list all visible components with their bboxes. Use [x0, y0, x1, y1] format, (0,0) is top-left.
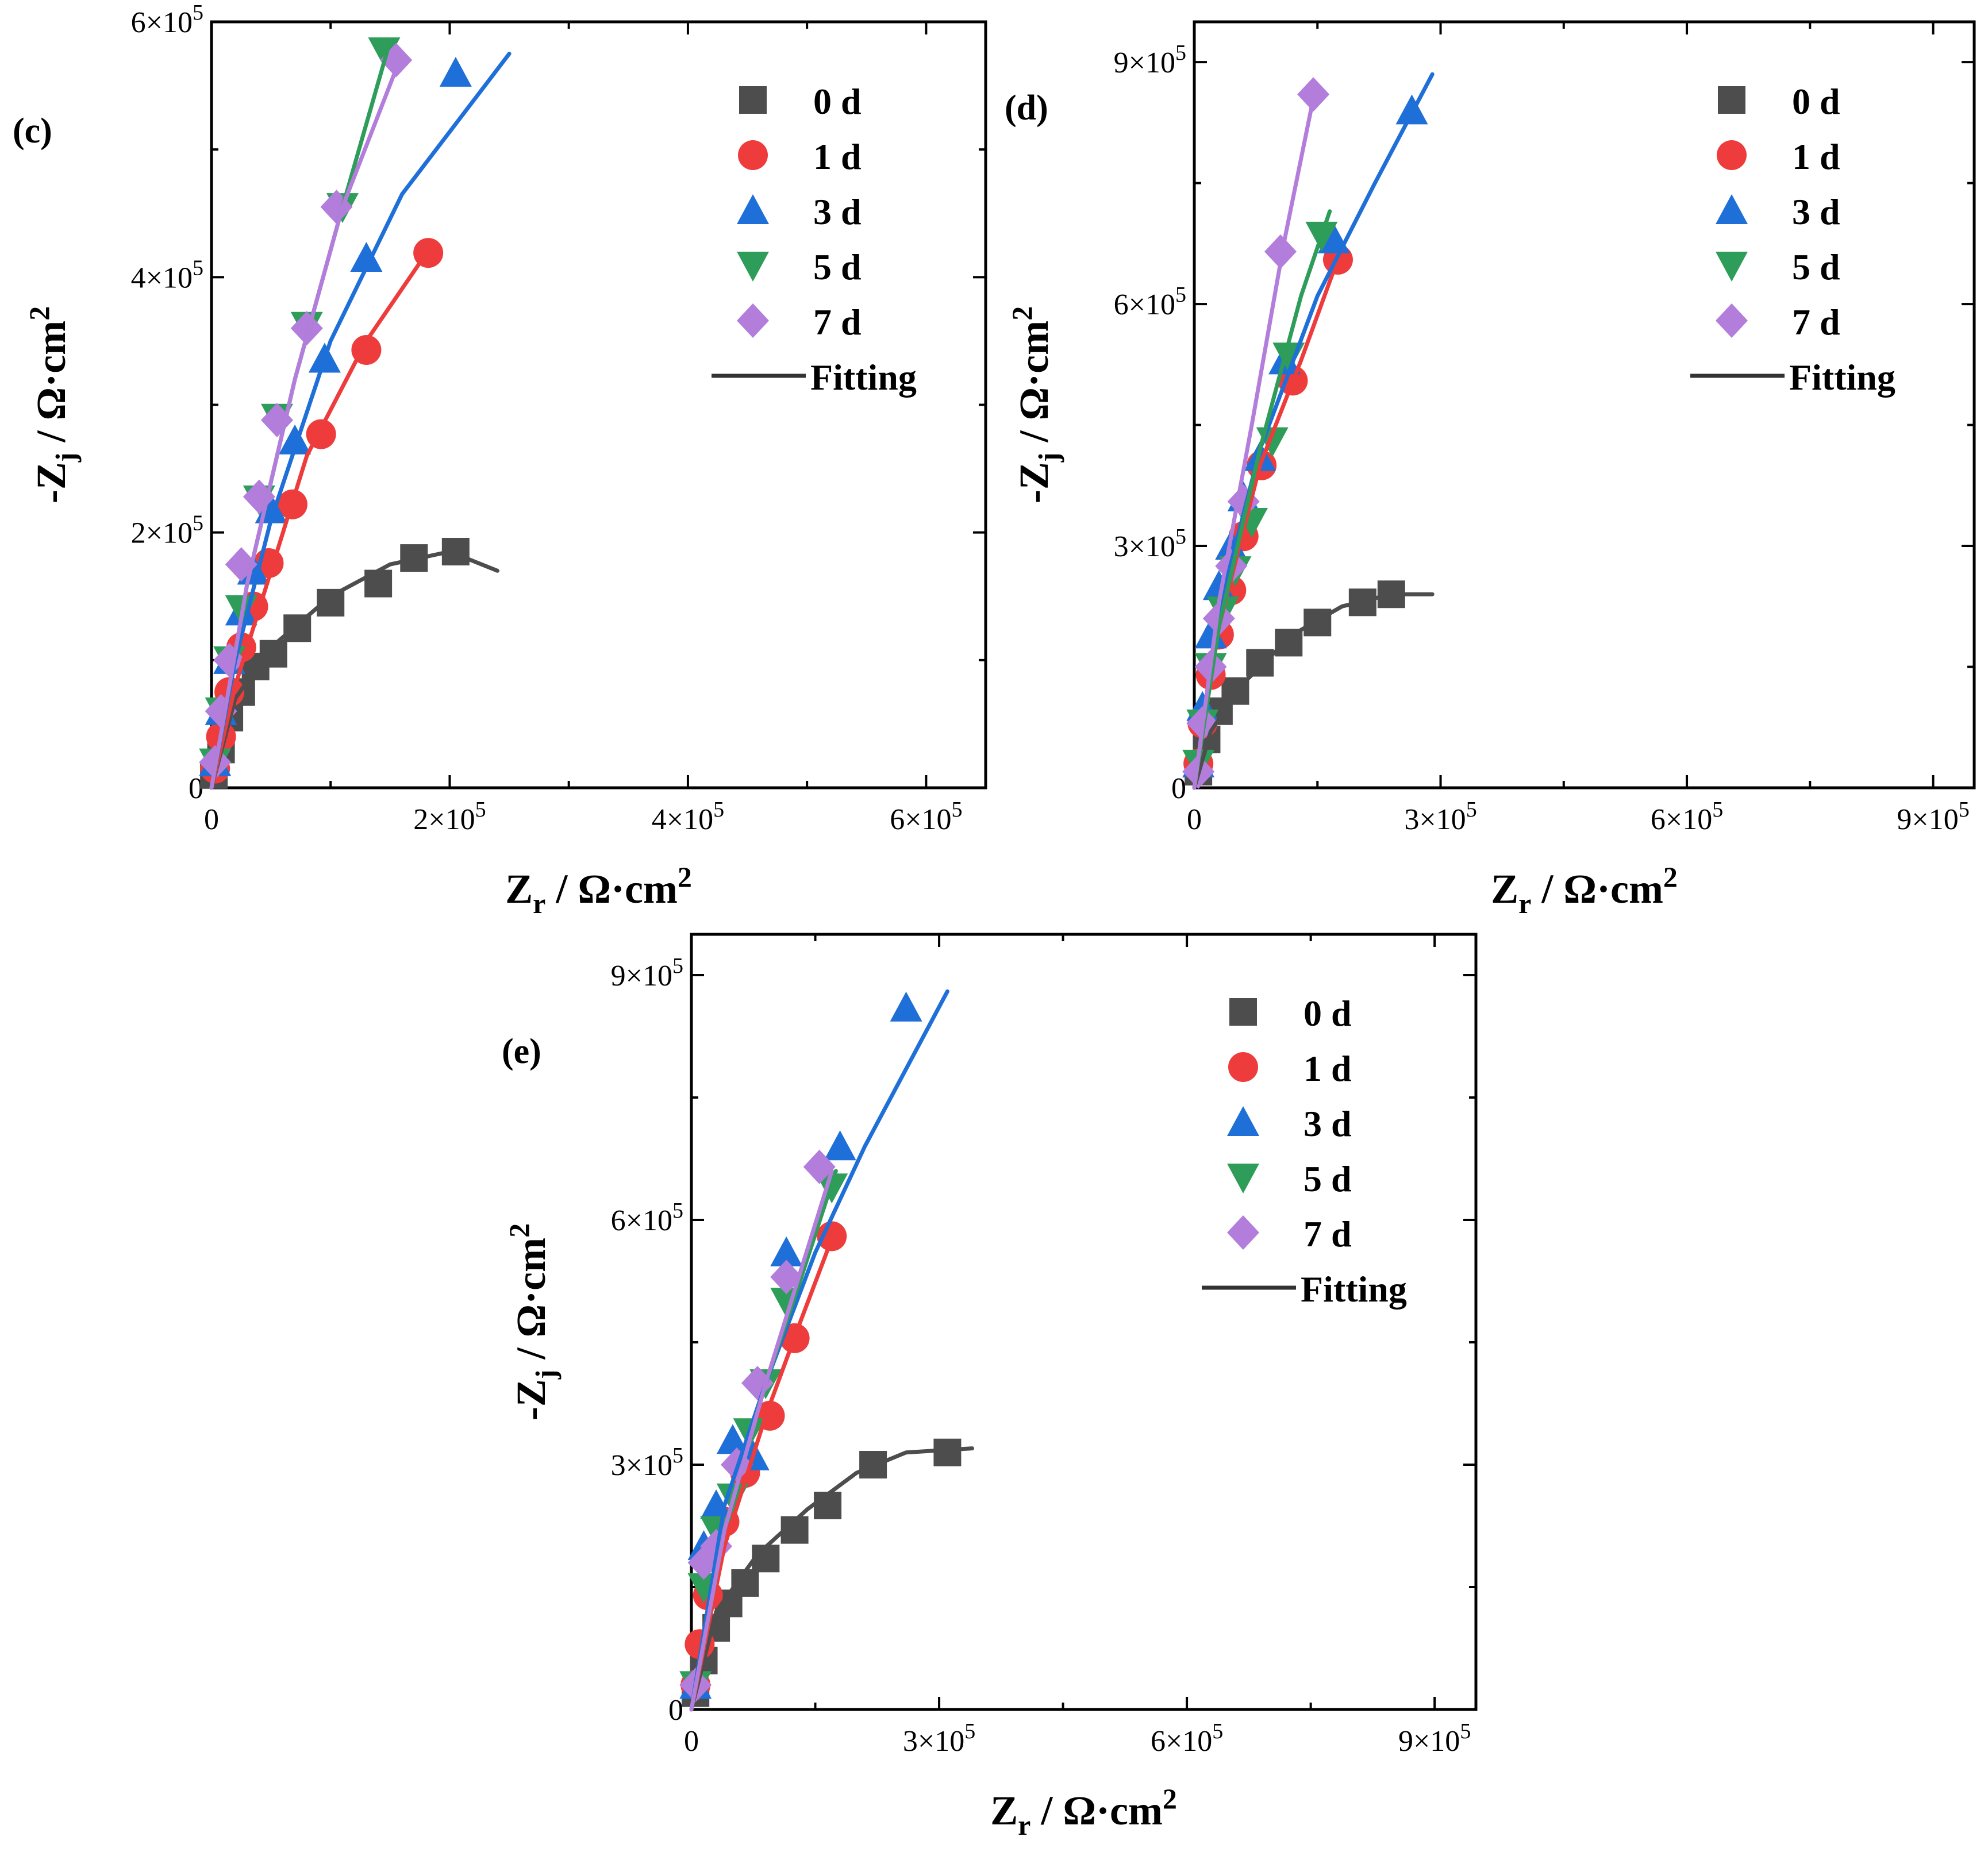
legend-marker — [1227, 1215, 1259, 1250]
data-point — [716, 1424, 749, 1454]
x-tick-label: 9×105 — [1897, 798, 1969, 836]
legend-label: 5 d — [813, 247, 862, 287]
legend-label: Fitting — [1301, 1269, 1407, 1310]
data-point — [1297, 77, 1330, 112]
legend-label: 1 d — [1792, 136, 1840, 177]
fit-line — [209, 52, 405, 790]
legend-marker — [1718, 86, 1745, 114]
data-point — [350, 242, 383, 272]
legend: 0 d 1 d 3 d 5 d 7 d Fitting — [712, 81, 917, 398]
y-tick-label: 6×105 — [131, 1, 203, 39]
y-axis-title: -Zj / Ω·cm2 — [503, 1223, 562, 1420]
legend-marker — [738, 140, 768, 170]
data-point — [290, 311, 323, 346]
legend-label: 7 d — [1303, 1214, 1352, 1254]
data-point — [803, 1149, 836, 1184]
fit-line — [689, 989, 949, 1712]
legend-label: 0 d — [813, 81, 862, 122]
y-tick-label: 9×105 — [1114, 41, 1186, 79]
legend-marker — [1228, 1052, 1258, 1082]
legend-label: 7 d — [1792, 302, 1840, 342]
x-tick-label: 0 — [684, 1725, 699, 1758]
fit-line — [689, 1446, 974, 1712]
legend-marker — [737, 303, 769, 338]
fit-line — [209, 549, 499, 790]
data-point — [439, 56, 472, 87]
x-tick-label: 6×105 — [1651, 798, 1723, 836]
legend: 0 d 1 d 3 d 5 d 7 d Fitting — [1690, 81, 1895, 398]
x-tick-label: 0 — [204, 803, 219, 836]
legend-marker — [1716, 194, 1748, 224]
panel-2: 0 3×105 6×105 9×105 0 3×105 6×105 9×105 Zr / Ω·c… — [502, 933, 1478, 1841]
legend-marker — [1716, 303, 1748, 338]
x-tick-label: 3×105 — [1404, 798, 1476, 836]
x-tick-label: 9×105 — [1398, 1719, 1471, 1758]
legend-label: 3 d — [1792, 191, 1840, 232]
legend-marker — [1717, 140, 1747, 170]
plot-frame — [1193, 20, 1976, 790]
panel-label: (c) — [13, 111, 52, 151]
x-axis-title: Zr / Ω·cm2 — [1491, 861, 1678, 919]
fit-line — [1192, 592, 1435, 790]
legend-label: 0 d — [1303, 993, 1352, 1034]
plot-frame — [690, 933, 1478, 1711]
legend-marker — [1229, 998, 1257, 1026]
legend-marker — [737, 252, 769, 282]
legend-label: 5 d — [1792, 247, 1840, 287]
x-axis-title: Zr / Ω·cm2 — [505, 861, 692, 919]
legend-marker — [1227, 1164, 1259, 1193]
x-tick-label: 6×105 — [890, 798, 962, 836]
y-tick-label: 0 — [1171, 772, 1186, 805]
y-tick-label: 9×105 — [611, 954, 683, 992]
legend: 0 d 1 d 3 d 5 d 7 d Fitting — [1202, 993, 1407, 1310]
y-tick-label: 3×105 — [1114, 525, 1186, 563]
legend-label: 0 d — [1792, 81, 1840, 122]
panel-label: (e) — [502, 1032, 541, 1071]
data-point — [741, 1366, 774, 1400]
fit-line — [689, 1169, 834, 1712]
fit-line — [1192, 209, 1332, 790]
y-axis-title: -Zj / Ω·cm2 — [23, 306, 82, 503]
legend-marker — [1716, 252, 1748, 282]
y-tick-label: 4×105 — [131, 256, 203, 294]
y-axis-title: -Zj / Ω·cm2 — [1006, 306, 1064, 503]
legend-label: 3 d — [1303, 1103, 1352, 1144]
data-point — [368, 37, 401, 68]
data-point — [890, 991, 922, 1022]
y-tick-label: 2×105 — [131, 511, 203, 550]
y-tick-label: 0 — [668, 1694, 683, 1727]
legend-marker — [737, 194, 769, 224]
x-tick-label: 4×105 — [652, 798, 724, 836]
x-tick-label: 3×105 — [903, 1719, 975, 1758]
x-tick-label: 2×105 — [413, 798, 486, 836]
legend-label: 3 d — [813, 191, 862, 232]
panel-label: (d) — [1005, 88, 1048, 128]
legend-label: Fitting — [1789, 357, 1895, 398]
y-tick-label: 6×105 — [1114, 283, 1186, 321]
x-tick-label: 0 — [1187, 803, 1202, 836]
data-point — [1246, 649, 1274, 677]
legend-label: 1 d — [813, 136, 862, 177]
data-point — [824, 1130, 856, 1161]
x-axis-title: Zr / Ω·cm2 — [990, 1782, 1177, 1841]
data-point — [770, 1236, 803, 1266]
y-tick-label: 6×105 — [611, 1199, 683, 1237]
data-point — [279, 424, 312, 455]
legend-label: 5 d — [1303, 1158, 1352, 1199]
panel-1: 0 3×105 6×105 9×105 0 3×105 6×105 9×105 Zr / Ω·c… — [1005, 20, 1976, 919]
legend-label: 1 d — [1303, 1048, 1352, 1089]
legend-label: Fitting — [810, 357, 917, 398]
legend-label: 7 d — [813, 302, 862, 342]
plot-frame — [210, 20, 987, 790]
fit-line — [209, 243, 434, 790]
y-tick-label: 3×105 — [611, 1443, 683, 1482]
legend-marker — [739, 86, 767, 114]
x-tick-label: 6×105 — [1151, 1719, 1223, 1758]
fit-line — [1192, 96, 1316, 790]
legend-marker — [1227, 1106, 1259, 1136]
